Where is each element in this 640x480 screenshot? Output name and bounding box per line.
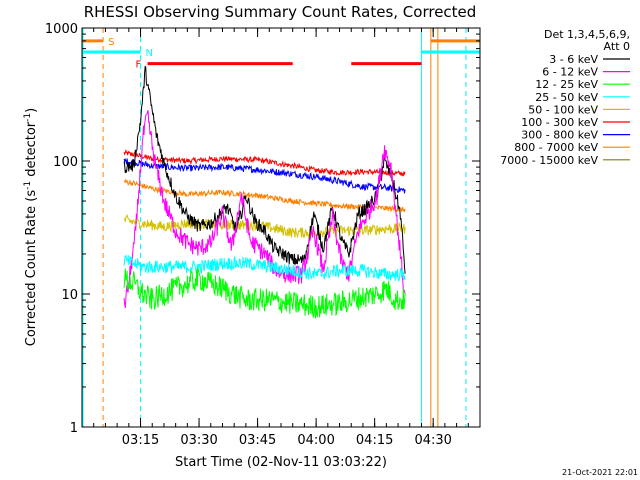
series-4 xyxy=(123,65,406,274)
y-axis-label-sup1: -1 xyxy=(23,181,33,190)
timestamp: 21-Oct-2021 22:01 xyxy=(562,468,638,477)
series-3 xyxy=(123,214,406,239)
series-5 xyxy=(123,110,406,309)
series-1 xyxy=(123,158,406,194)
y-axis-label-end: ) xyxy=(24,108,39,113)
y-axis-label: Corrected Count Rate (s-1 detector-1) xyxy=(23,108,39,346)
legend-entry-label: 300 - 800 keV xyxy=(521,129,598,142)
x-tick-label: 03:15 xyxy=(122,433,159,448)
y-axis-label-sup2: -1 xyxy=(23,113,33,122)
y-tick-label: 100 xyxy=(53,155,78,170)
flag-label-1: N xyxy=(146,48,153,59)
flag-label-0: S xyxy=(108,37,114,48)
y-tick-label: 10 xyxy=(61,288,78,303)
legend-header-attenuator: Att 0 xyxy=(604,40,630,53)
x-tick-label: 03:30 xyxy=(180,433,217,448)
y-axis-label-main: Corrected Count Rate (s xyxy=(24,190,39,347)
x-axis-ticks: 03:15 03:30 03:45 04:00 04:15 04:30 xyxy=(81,28,481,448)
x-tick-label: 04:15 xyxy=(356,433,393,448)
legend-entry-label: 6 - 12 keV xyxy=(542,66,598,79)
legend-entry-label: 7000 - 15000 keV xyxy=(500,154,598,167)
y-axis-label-mid: detector xyxy=(24,121,39,181)
x-axis-label: Start Time (02-Nov-11 03:03:22) xyxy=(175,455,387,470)
legend-entry-label: 12 - 25 keV xyxy=(535,78,598,91)
series-0 xyxy=(123,149,406,177)
x-tick-label: 04:30 xyxy=(414,433,451,448)
x-tick-label: 04:00 xyxy=(297,433,334,448)
legend-entry-label: 25 - 50 keV xyxy=(535,91,598,104)
legend-entry-label: 800 - 7000 keV xyxy=(514,141,598,154)
series-2 xyxy=(123,177,406,214)
series-7 xyxy=(123,267,406,319)
flag-bars: S NF xyxy=(82,37,480,71)
legend-entry-label: 50 - 100 keV xyxy=(528,103,598,116)
y-tick-label: 1 xyxy=(70,421,78,436)
x-tick-label: 03:45 xyxy=(239,433,276,448)
legend-entry-label: 3 - 6 keV xyxy=(549,53,598,66)
series-layer xyxy=(123,65,406,319)
series-6 xyxy=(123,254,406,282)
y-tick-label: 1000 xyxy=(45,22,78,37)
flag-label-2: F xyxy=(136,60,142,71)
legend-entry-label: 100 - 300 keV xyxy=(521,116,598,129)
chart-title: RHESSI Observing Summary Count Rates, Co… xyxy=(84,3,477,21)
y-axis-ticks: 1 10 100 1000 xyxy=(45,22,480,436)
legend-header-detectors: Det 1,3,4,5,6,9, xyxy=(544,28,630,41)
